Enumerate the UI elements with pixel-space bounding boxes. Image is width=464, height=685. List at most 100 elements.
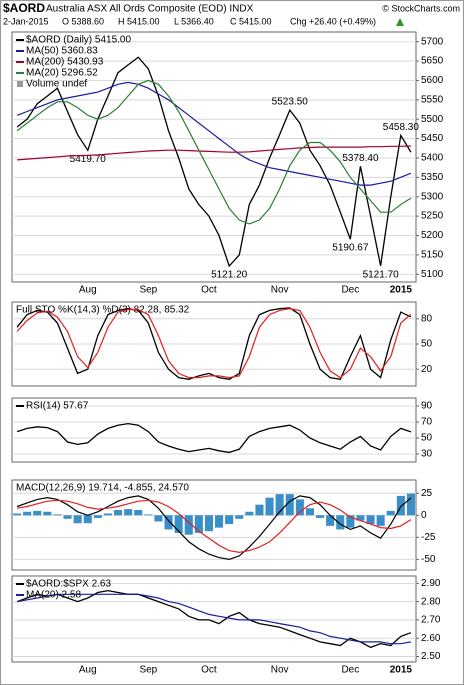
histogram-bar	[225, 515, 234, 525]
histogram-bar	[93, 515, 102, 518]
change: Chg +26.40 (+0.49%)	[290, 16, 376, 26]
x-tick-label: 2015	[390, 285, 413, 296]
y-tick-label: 2.70	[421, 615, 441, 626]
legend-entry: $AORD:$SPX 2.63	[26, 579, 111, 590]
series-line	[16, 589, 412, 649]
y-tick-label: 50	[421, 433, 433, 444]
series-line	[16, 56, 412, 268]
symbol: $AORD	[3, 1, 45, 15]
legend-entry: $AORD (Daily) 5415.00	[26, 35, 131, 46]
histogram-bar	[73, 515, 82, 524]
histogram-bar	[114, 510, 123, 516]
histogram-bar	[194, 515, 203, 533]
y-tick-label: 5300	[421, 191, 444, 202]
legend-swatch	[17, 81, 23, 87]
y-tick-label: 20	[421, 364, 433, 375]
y-tick-label: 2.50	[421, 651, 441, 662]
histogram-bar	[386, 510, 395, 516]
y-tick-label: 5700	[421, 36, 444, 47]
histogram-bar	[124, 509, 133, 516]
histogram-bar	[265, 497, 274, 516]
x-tick-label: Oct	[201, 665, 217, 676]
panel-frame	[11, 575, 417, 663]
histogram-bar	[63, 515, 72, 519]
series-line	[16, 593, 412, 645]
series-line	[16, 81, 412, 186]
histogram-bar	[316, 515, 325, 518]
histogram-bar	[164, 515, 173, 530]
histogram-bar	[13, 513, 22, 516]
date: 2-Jan-2015	[3, 16, 49, 26]
panel-frame	[11, 397, 417, 463]
legend-entry: MA(20) 2.58	[26, 590, 81, 601]
y-tick-label: 5200	[421, 230, 444, 241]
series-line	[16, 79, 412, 225]
y-tick-label: -25	[421, 532, 436, 543]
close: C 5415.00	[230, 16, 272, 26]
histogram-bar	[204, 515, 213, 532]
panel-frame	[11, 479, 417, 571]
value-label: 5121.20	[211, 270, 248, 281]
y-tick-label: 0	[421, 510, 427, 521]
histogram-bar	[285, 494, 294, 516]
histogram-bar	[406, 493, 415, 516]
histogram-bar	[245, 511, 254, 516]
histogram-bar	[184, 515, 193, 535]
legend: MACD(12,26,9) 19.714, -4.855, 24.570	[16, 483, 189, 494]
histogram-bar	[305, 508, 314, 516]
y-tick-label: 80	[421, 313, 433, 324]
up-arrow	[396, 18, 404, 26]
x-tick-label: Aug	[79, 285, 97, 296]
histogram-bar	[275, 494, 284, 516]
legend-note: Volume undef	[26, 79, 87, 90]
series-line	[16, 495, 412, 561]
panel-frame	[11, 31, 417, 283]
y-tick-label: 25	[421, 488, 433, 499]
y-tick-label: 5500	[421, 114, 444, 125]
y-tick-label: 2.60	[421, 633, 441, 644]
value-label: 5523.50	[272, 97, 309, 108]
histogram-bar	[396, 495, 405, 516]
value-label: 5378.40	[342, 153, 379, 164]
y-tick-label: 30	[421, 449, 433, 460]
histogram-bar	[346, 515, 355, 528]
y-tick-label: 5650	[421, 56, 444, 67]
security-name: Australia ASX All Ords Composite (EOD) I…	[46, 4, 254, 15]
histogram-bar	[83, 515, 92, 524]
x-tick-label: Dec	[341, 665, 359, 676]
x-tick-label: Sep	[139, 665, 157, 676]
series-line	[17, 145, 411, 161]
x-tick-label: Aug	[79, 665, 97, 676]
y-tick-label: 5100	[421, 269, 444, 280]
y-tick-label: -50	[421, 554, 436, 565]
value-label: 5419.70	[70, 154, 107, 165]
legend-entry: MA(20) 5296.52	[26, 68, 98, 79]
series-line	[16, 499, 412, 554]
series-line	[16, 308, 412, 379]
histogram-bar	[144, 514, 153, 516]
y-tick-label: 2.80	[421, 596, 441, 607]
histogram-bar	[356, 515, 365, 521]
y-tick-label: 50	[421, 339, 433, 350]
y-tick-label: 5400	[421, 153, 444, 164]
y-tick-label: 5250	[421, 211, 444, 222]
legend: Full STO %K(14,3) %D(3) 82.28, 85.32	[16, 305, 190, 316]
legend-entry: MA(200) 5430.93	[26, 57, 104, 68]
x-tick-label: Oct	[201, 285, 217, 296]
value-label: 5121.70	[363, 269, 400, 280]
histogram-bar	[235, 515, 244, 519]
legend-entry: RSI(14) 57.67	[26, 401, 89, 412]
y-tick-label: 90	[421, 401, 433, 412]
value-label: 5458.30	[383, 122, 420, 133]
x-tick-label: Dec	[341, 285, 359, 296]
x-tick-label: 2015	[390, 665, 413, 676]
histogram-bar	[215, 515, 224, 528]
histogram-bar	[376, 515, 385, 526]
histogram-bar	[174, 515, 183, 533]
y-tick-label: 5600	[421, 75, 444, 86]
y-tick-label: 5550	[421, 94, 444, 105]
histogram-bar	[326, 515, 335, 526]
histogram-bar	[295, 499, 304, 516]
open: O 5388.60	[62, 16, 104, 26]
